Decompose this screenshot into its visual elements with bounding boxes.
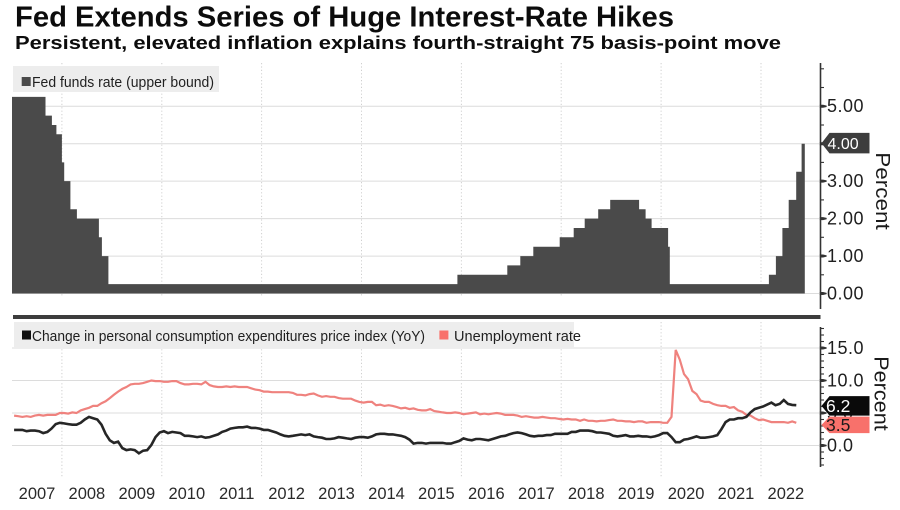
svg-text:2010: 2010 (168, 485, 205, 503)
svg-text:2020: 2020 (668, 485, 705, 503)
svg-text:2011: 2011 (219, 485, 254, 503)
svg-text:Fed Extends Series of Huge Int: Fed Extends Series of Huge Interest-Rate… (15, 2, 674, 34)
svg-text:Persistent, elevated inflation: Persistent, elevated inflation explains … (15, 32, 781, 53)
svg-text:2012: 2012 (268, 485, 305, 503)
svg-text:Unemployment rate: Unemployment rate (454, 328, 581, 345)
svg-text:Percent: Percent (870, 356, 892, 431)
svg-text:2021: 2021 (718, 485, 755, 503)
svg-text:2019: 2019 (618, 485, 655, 503)
svg-text:Percent: Percent (871, 152, 893, 230)
svg-text:1.00: 1.00 (827, 246, 864, 266)
svg-text:4.00: 4.00 (828, 136, 859, 153)
svg-text:2018: 2018 (568, 485, 605, 503)
svg-text:0.00: 0.00 (827, 284, 864, 304)
svg-text:2007: 2007 (19, 485, 56, 503)
svg-text:10.0: 10.0 (827, 371, 864, 391)
svg-text:2022: 2022 (768, 485, 805, 503)
svg-text:6.2: 6.2 (826, 396, 850, 416)
svg-text:2013: 2013 (318, 485, 355, 503)
svg-text:2016: 2016 (468, 485, 505, 503)
svg-text:2014: 2014 (368, 485, 405, 503)
svg-text:3.00: 3.00 (827, 171, 864, 191)
svg-text:3.5: 3.5 (826, 415, 850, 435)
svg-text:2008: 2008 (69, 485, 106, 503)
svg-text:15.0: 15.0 (827, 338, 864, 358)
svg-text:5.00: 5.00 (827, 96, 864, 116)
svg-text:Change in personal consumption: Change in personal consumption expenditu… (32, 328, 425, 345)
svg-text:2017: 2017 (518, 485, 555, 503)
svg-text:Fed funds rate (upper bound): Fed funds rate (upper bound) (32, 74, 214, 91)
svg-text:2009: 2009 (118, 485, 155, 503)
svg-text:2015: 2015 (418, 485, 455, 503)
svg-text:2.00: 2.00 (827, 209, 864, 229)
svg-text:0.0: 0.0 (827, 436, 854, 456)
